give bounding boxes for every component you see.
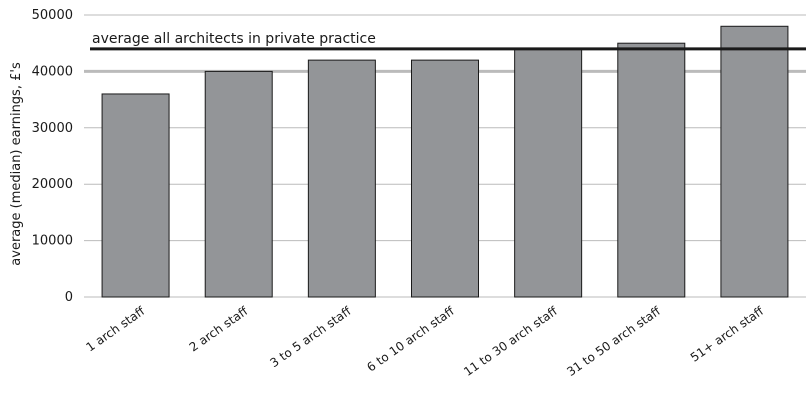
y-axis-title: average (median) earnings, £'s bbox=[9, 62, 24, 266]
bar bbox=[101, 93, 170, 298]
y-tick-label: 10000 bbox=[32, 234, 73, 249]
x-tick-label: 3 to 5 arch staff bbox=[267, 304, 354, 371]
y-tick-label: 40000 bbox=[32, 64, 73, 79]
bar bbox=[720, 25, 789, 298]
y-tick-label: 0 bbox=[65, 290, 73, 305]
x-axis-labels: 1 arch staff 2 arch staff 3 to 5 arch staf… bbox=[83, 304, 766, 379]
bars bbox=[101, 25, 789, 298]
x-tick-label: 2 arch staff bbox=[187, 304, 251, 355]
reference-line-label: average all architects in private practi… bbox=[92, 31, 376, 47]
y-tick-label: 50000 bbox=[32, 8, 73, 23]
y-tick-label: 30000 bbox=[32, 121, 73, 136]
bar bbox=[204, 70, 273, 298]
bar bbox=[307, 59, 376, 298]
x-tick-label: 1 arch staff bbox=[83, 304, 147, 355]
y-tick-label: 20000 bbox=[32, 177, 73, 192]
x-tick-label: 31 to 50 arch staff bbox=[564, 304, 663, 379]
bar bbox=[514, 48, 583, 298]
x-tick-label: 11 to 30 arch staff bbox=[461, 304, 560, 379]
bar bbox=[411, 59, 479, 298]
bar bbox=[617, 42, 686, 298]
x-tick-label: 6 to 10 arch staff bbox=[364, 304, 457, 375]
y-axis-ticks: 0 10000 20000 30000 40000 50000 bbox=[32, 8, 73, 305]
x-tick-label: 51+ arch staff bbox=[688, 304, 767, 365]
